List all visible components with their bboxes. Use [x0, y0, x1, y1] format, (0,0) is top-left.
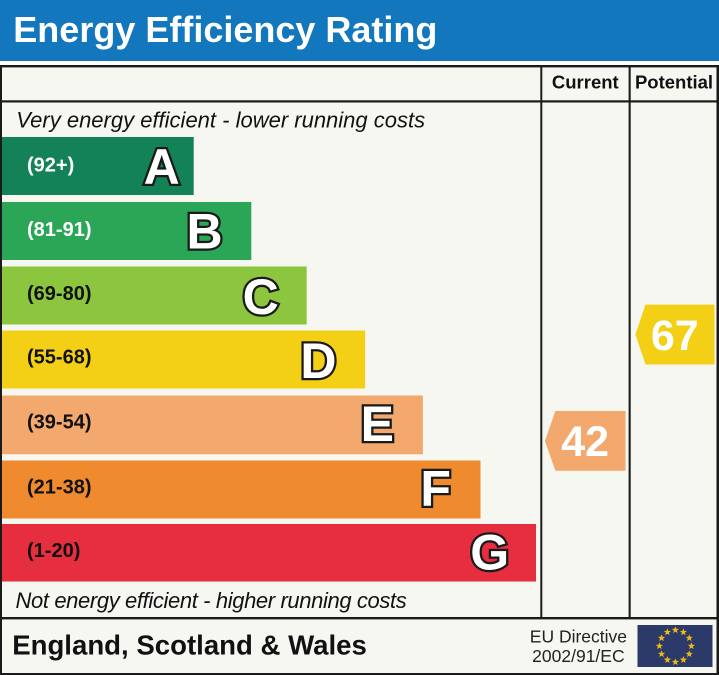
svg-text:Energy Efficiency Rating: Energy Efficiency Rating: [13, 9, 437, 50]
svg-text:C: C: [243, 269, 279, 325]
svg-text:B: B: [186, 203, 222, 259]
svg-text:67: 67: [651, 312, 699, 360]
svg-text:Potential: Potential: [635, 71, 713, 92]
svg-text:2002/91/EC: 2002/91/EC: [532, 646, 624, 666]
svg-text:(1-20): (1-20): [27, 540, 80, 562]
svg-text:Very energy efficient - lower: Very energy efficient - lower running co…: [16, 108, 425, 133]
svg-text:EU Directive: EU Directive: [530, 626, 627, 646]
svg-text:G: G: [470, 525, 509, 581]
svg-text:England, Scotland & Wales: England, Scotland & Wales: [12, 629, 367, 660]
svg-text:(92+): (92+): [27, 155, 74, 177]
svg-text:42: 42: [561, 418, 609, 466]
svg-text:Not energy efficient - higher: Not energy efficient - higher running co…: [16, 588, 407, 613]
svg-text:(55-68): (55-68): [27, 347, 91, 369]
svg-text:(81-91): (81-91): [27, 219, 91, 241]
svg-text:(21-38): (21-38): [27, 477, 91, 499]
svg-text:(39-54): (39-54): [27, 411, 91, 433]
svg-text:D: D: [300, 333, 336, 389]
svg-text:Current: Current: [552, 71, 619, 92]
svg-text:(69-80): (69-80): [27, 283, 91, 305]
svg-text:E: E: [361, 396, 394, 452]
svg-text:F: F: [420, 461, 451, 517]
svg-text:A: A: [144, 139, 180, 195]
